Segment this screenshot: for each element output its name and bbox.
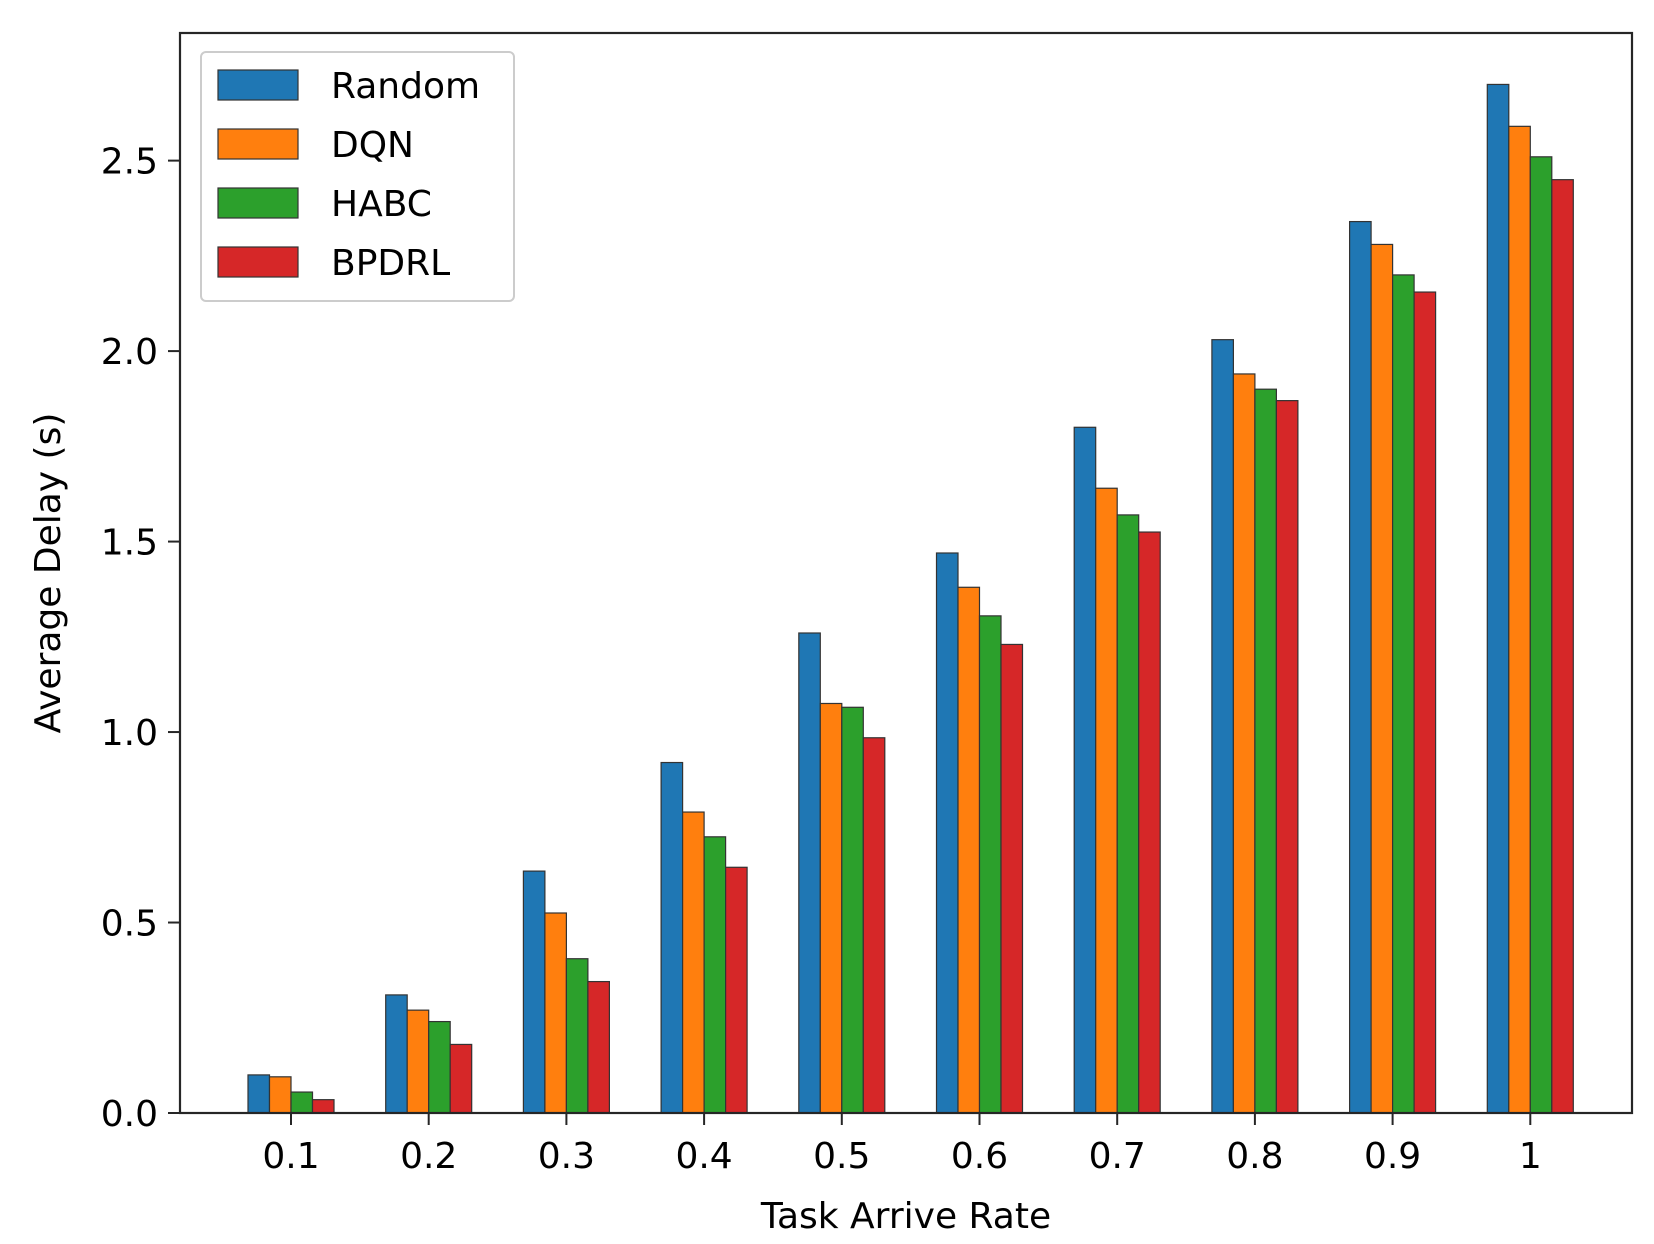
bar-habc-0.7 [1116,514,1140,1114]
y-tick-label: 2.5 [101,142,158,183]
bar-dqn-0.5 [819,702,843,1114]
bar-random-0.2 [385,994,408,1114]
x-tick-label: 0.7 [1089,1136,1146,1177]
bar-random-0.3 [522,870,546,1114]
bar-dqn-0.9 [1370,243,1394,1114]
bar-dqn-0.7 [1095,487,1118,1114]
bar-bpdrl-0.9 [1413,291,1437,1114]
bar-bpdrl-0.2 [449,1043,473,1114]
x-tick-label: 0.1 [262,1136,319,1177]
x-tick-label: 0.5 [813,1136,870,1177]
bar-bpdrl-0.4 [724,866,748,1114]
bar-random-0.6 [935,552,959,1114]
legend: Random DQN HABC BPDRL [200,51,515,302]
legend-label-dqn: DQN [331,125,414,166]
bar-habc-0.9 [1391,274,1415,1114]
bar-bpdrl-0.5 [862,737,886,1114]
bar-habc-0.1 [290,1091,314,1114]
bar-habc-0.2 [428,1020,451,1114]
x-axis-title: Task Arrive Rate [760,1196,1051,1237]
y-tick-label: 1.0 [101,713,158,754]
bar-dqn-0.4 [681,811,705,1114]
bar-random-0.5 [798,632,821,1114]
x-tick-label: 0.9 [1364,1136,1421,1177]
y-tick-label: 0.0 [101,1094,158,1135]
bar-random-1 [1486,83,1510,1114]
bar-random-0.9 [1348,220,1372,1114]
bar-dqn-0.3 [544,912,568,1114]
bar-bpdrl-0.7 [1138,531,1161,1114]
ticks-layer: 0.1 0.2 0.3 0.4 0.5 0.6 0.7 0.8 0.9 1 0.0 0.5 1.0 1.5… [101,142,1542,1177]
bars-layer [247,83,1574,1114]
bar-random-0.4 [660,761,684,1114]
legend-label-habc: HABC [331,184,432,225]
bar-habc-0.5 [841,706,864,1114]
y-tick-label: 0.5 [101,904,158,945]
bar-habc-1 [1529,156,1553,1114]
bar-bpdrl-1 [1551,179,1574,1114]
x-tick-label: 0.4 [675,1136,732,1177]
bar-habc-0.8 [1254,388,1278,1114]
bar-dqn-0.6 [957,586,981,1114]
bar-habc-0.3 [565,958,589,1114]
bar-habc-0.6 [978,615,1002,1114]
legend-swatch-random [217,69,299,101]
legend-swatch-dqn [217,128,299,160]
bar-random-0.1 [247,1074,271,1114]
x-tick-label: 0.2 [400,1136,457,1177]
bar-habc-0.4 [703,836,727,1114]
y-axis-title: Average Delay (s) [28,413,69,734]
x-tick-label: 1 [1519,1136,1542,1177]
bar-random-0.7 [1073,426,1097,1114]
legend-label-random: Random [331,66,480,107]
bar-dqn-0.8 [1232,373,1256,1114]
bar-dqn-0.2 [406,1009,430,1114]
y-tick-label: 1.5 [101,523,158,564]
legend-label-bpdrl: BPDRL [331,243,450,284]
legend-swatch-habc [217,187,299,219]
x-tick-label: 0.8 [1226,1136,1283,1177]
bar-dqn-1 [1508,125,1531,1114]
axes-layer [178,31,1634,1115]
legend-box [200,51,515,302]
plot-frame [178,31,1634,1115]
x-tick-label: 0.6 [951,1136,1008,1177]
legend-swatch-bpdrl [217,246,299,278]
bar-bpdrl-0.1 [311,1099,335,1114]
bar-bpdrl-0.3 [587,980,611,1114]
bar-random-0.8 [1211,339,1235,1114]
y-tick-label: 2.0 [101,332,158,373]
bar-dqn-0.1 [268,1076,292,1114]
x-tick-label: 0.3 [538,1136,595,1177]
bar-bpdrl-0.8 [1275,400,1299,1114]
bar-bpdrl-0.6 [1000,643,1024,1114]
